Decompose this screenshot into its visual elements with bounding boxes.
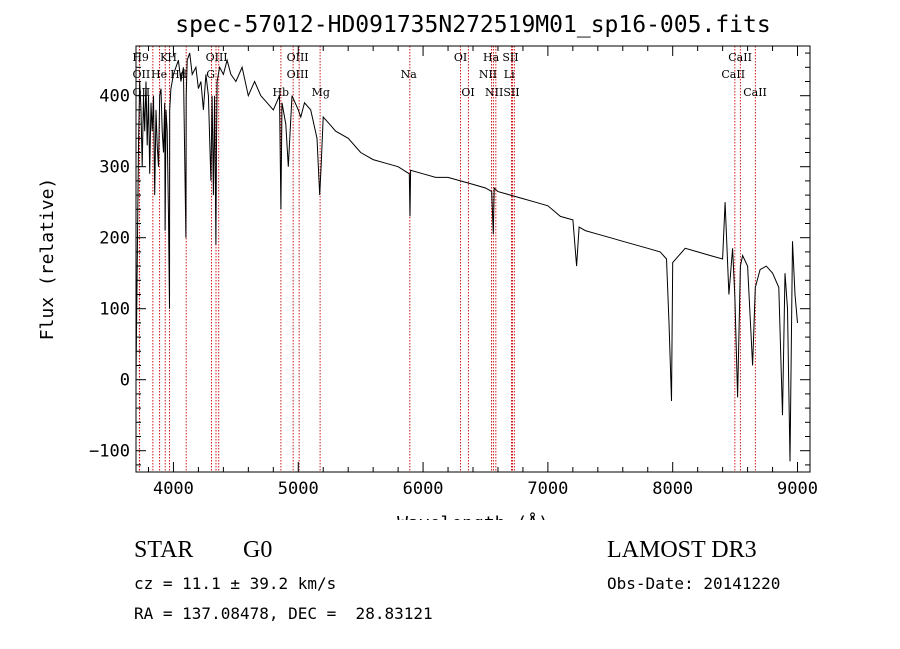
- line-label-mg: Mg: [312, 86, 330, 99]
- spectrum-line: [135, 52, 798, 462]
- obs-date: Obs-Date: 20141220: [607, 574, 781, 593]
- object-subclass: G0: [243, 537, 273, 563]
- line-label-oii: OII: [133, 86, 151, 99]
- y-axis-label: Flux (relative): [37, 178, 58, 341]
- x-tick-label: 9000: [777, 479, 818, 499]
- y-tick-label: 100: [99, 300, 130, 320]
- line-label-he: He: [151, 68, 167, 81]
- ra-dec-coordinates: RA = 137.08478, DEC = 28.83121: [134, 604, 433, 623]
- x-tick-label: 7000: [527, 479, 568, 499]
- line-label-oiii: OIII: [206, 51, 228, 64]
- line-label-oiii: OIII: [287, 68, 309, 81]
- survey-name: LAMOST DR3: [607, 537, 757, 563]
- y-tick-label: 300: [99, 158, 130, 178]
- line-label-oii: OII: [133, 68, 151, 81]
- line-label-sii: SII: [503, 86, 519, 99]
- line-label-sii: SII: [502, 51, 518, 64]
- x-axis-label: Wavelength (Å): [397, 512, 549, 520]
- line-label-oi: OI: [461, 86, 474, 99]
- chart-title: spec-57012-HD091735N272519M01_sp16-005.f…: [175, 12, 770, 38]
- line-label-g: G: [206, 68, 215, 81]
- y-tick-label: −100: [89, 442, 130, 462]
- line-label-ha: Ha: [483, 51, 500, 64]
- line-label-li: Li: [504, 68, 515, 81]
- line-label-oi: OI: [454, 51, 467, 64]
- line-label-oiii: OIII: [287, 51, 309, 64]
- y-tick-label: 0: [120, 371, 130, 391]
- line-label-k: K: [160, 51, 169, 64]
- y-tick-label: 200: [99, 229, 130, 249]
- line-label-na: Na: [401, 68, 418, 81]
- line-label-caii: CaII: [743, 86, 767, 99]
- x-tick-label: 6000: [403, 479, 444, 499]
- plot-frame: [135, 45, 811, 473]
- x-tick-label: 5000: [278, 479, 319, 499]
- line-label-nii: NII: [485, 86, 503, 99]
- line-label-caii: CaII: [721, 68, 745, 81]
- object-class: STAR: [134, 537, 194, 563]
- spectrum-chart: spec-57012-HD091735N272519M01_sp16-005.f…: [37, 12, 818, 520]
- x-tick-label: 4000: [153, 479, 194, 499]
- x-tick-label: 8000: [652, 479, 693, 499]
- y-tick-label: 400: [99, 87, 130, 107]
- line-label-nii: NII: [479, 68, 497, 81]
- line-label-caii: CaII: [728, 51, 752, 64]
- redshift-cz: cz = 11.1 ± 39.2 km/s: [134, 574, 337, 593]
- line-label-h: H: [167, 51, 177, 64]
- line-label-hb: Hb: [272, 86, 289, 99]
